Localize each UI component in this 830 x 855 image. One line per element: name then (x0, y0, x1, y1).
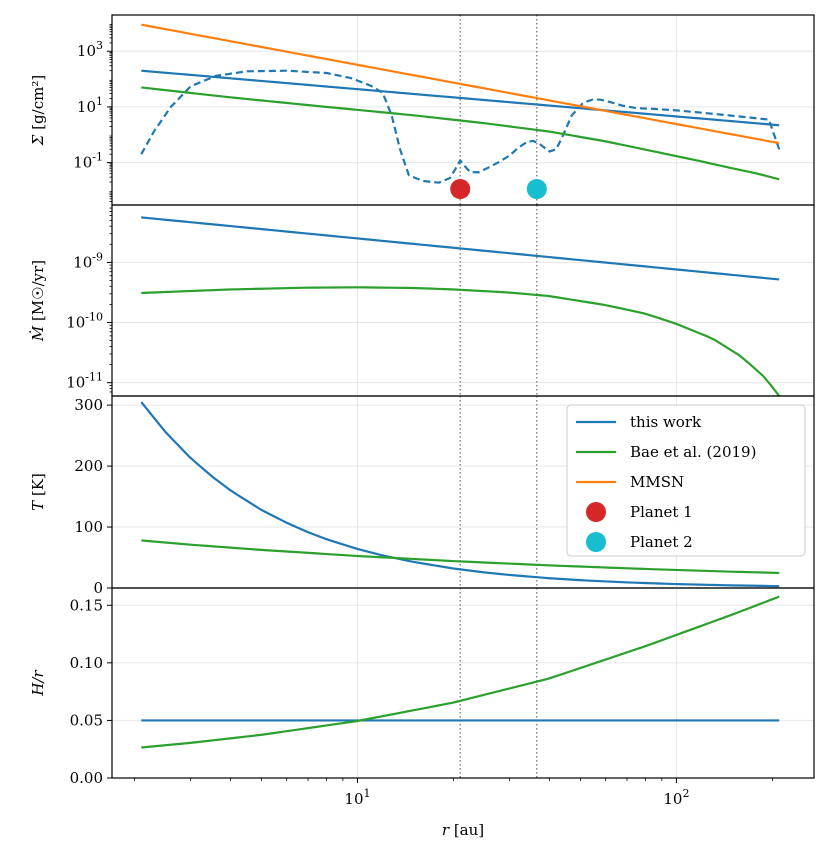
y-tick-label-exp: -10 (85, 311, 103, 324)
y-axis-label-var: Ṁ (29, 325, 47, 342)
y-axis-label-var: Σ (29, 134, 47, 146)
y-tick-label: 0.15 (70, 596, 103, 614)
y-tick-label: 10-1 (73, 151, 103, 172)
series-group (141, 216, 781, 396)
y-tick-label: 10-11 (66, 371, 103, 392)
y-tick-label-base: 10 (77, 98, 96, 116)
x-axis-label-unit: [au] (449, 821, 484, 839)
x-tick-label: 102 (663, 787, 689, 808)
y-axis-label-var: T (29, 500, 47, 511)
series-group (140, 23, 781, 184)
y-axis-label-unit: [M☉/yr] (29, 260, 47, 326)
legend-label-planet-1: Planet 1 (630, 503, 693, 521)
y-tick-label: 0 (93, 579, 103, 597)
series-line-bae-et-al-2019 (141, 286, 781, 396)
series-group (140, 401, 780, 588)
x-tick-label-exp: 1 (364, 787, 371, 800)
y-tick-label: 0.00 (70, 769, 103, 787)
x-tick-label-base: 10 (663, 790, 682, 808)
series-line-bae-et-al-2019 (141, 86, 780, 181)
series-group (141, 595, 780, 749)
y-axis-label: Σ [g/cm²] (29, 75, 47, 146)
x-tick-label-base: 10 (344, 790, 363, 808)
y-axis-label: T [K] (29, 473, 47, 511)
y-axis-label: Ṁ [M☉/yr] (29, 260, 47, 342)
y-axis-label: H/r (29, 670, 47, 697)
y-tick-label-exp: -9 (92, 250, 103, 263)
legend-box (566, 404, 806, 557)
y-tick-label: 0.10 (70, 654, 103, 672)
x-axis: 101 102 (134, 778, 773, 808)
x-tick-label: 101 (344, 787, 370, 808)
y-tick-label: 100 (74, 518, 103, 536)
series-line-bae-et-al-2019 (141, 595, 780, 749)
y-tick-label-base: 10 (73, 253, 92, 271)
y-tick-label: 10-10 (66, 311, 103, 332)
y-tick-label: 300 (74, 396, 103, 414)
y-tick-label-exp: -1 (92, 151, 103, 164)
panel-frame (111, 14, 815, 206)
y-tick-label-exp: 3 (96, 39, 103, 52)
legend-label-this-work: this work (630, 413, 702, 431)
y-axis-label-unit: [K] (29, 473, 47, 501)
y-tick-label-exp: -11 (85, 371, 103, 384)
y-axis-label-unit: [g/cm²] (29, 75, 47, 135)
panel-frame (111, 587, 815, 779)
series-line-this-work (141, 69, 780, 127)
panel-frame (111, 204, 815, 397)
x-axis-label-var: r (442, 821, 450, 839)
legend-label-bae-et-al-2019: Bae et al. (2019) (630, 443, 756, 461)
y-tick-label: 103 (77, 39, 103, 60)
x-axis-label: r [au] (442, 821, 484, 839)
y-tick-label: 10-9 (73, 250, 103, 271)
planet-dot-planet-1 (450, 179, 471, 199)
x-tick-label-exp: 2 (682, 787, 689, 800)
y-tick-label: 101 (77, 95, 103, 116)
y-tick-label-base: 10 (73, 154, 92, 172)
y-tick-label-exp: 1 (96, 95, 103, 108)
y-tick-label: 0.05 (70, 711, 103, 729)
legend-swatch-planet-2 (586, 532, 606, 552)
legend: this work Bae et al. (2019) MMSN Planet 1 Pl… (566, 404, 806, 557)
y-tick-label-base: 10 (66, 314, 85, 332)
series-line-this-work (141, 216, 780, 281)
panel-temp: 0 100 200 300 T [K] (29, 395, 815, 597)
y-axis-label-var: H/r (29, 670, 47, 697)
legend-label-mmsn: MMSN (630, 473, 684, 491)
panel-hr: 0.00 0.05 0.10 0.15 H/r (29, 587, 815, 787)
y-tick-label-base: 10 (77, 42, 96, 60)
series-line-mmsn (141, 23, 780, 145)
y-tick-label-base: 10 (66, 374, 85, 392)
legend-label-planet-2: Planet 2 (630, 533, 693, 551)
series-line-bae-et-al-2019 (141, 539, 780, 575)
y-tick-label: 200 (74, 457, 103, 475)
series-line-this-work (140, 401, 780, 588)
planet-dot-planet-2 (526, 179, 547, 199)
legend-swatch-planet-1 (586, 502, 606, 522)
